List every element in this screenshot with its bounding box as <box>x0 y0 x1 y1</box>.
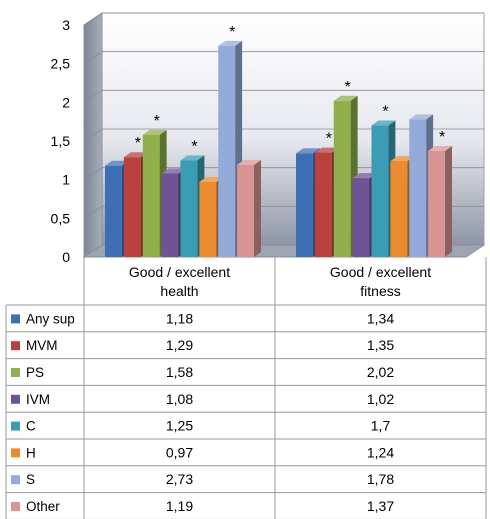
gridline-side <box>83 51 103 64</box>
bar-top <box>296 148 320 154</box>
bar-front <box>352 178 370 257</box>
bar-front <box>180 160 198 257</box>
legend-label: Any sup <box>26 311 75 326</box>
y-tick-label: 1,5 <box>51 133 71 149</box>
significance-marker: * <box>345 79 351 96</box>
bar-top <box>352 173 377 179</box>
bar-top <box>218 40 243 46</box>
bar-top <box>199 176 224 182</box>
bar-top <box>371 120 396 126</box>
data-label: 1,25 <box>166 418 193 434</box>
data-label: 1,19 <box>166 498 193 514</box>
data-label: 1,02 <box>367 391 394 407</box>
bar-top <box>409 114 434 120</box>
legend-label: H <box>26 445 36 460</box>
bar-top <box>428 146 452 152</box>
bar-front <box>428 151 445 257</box>
gridline-side <box>83 128 103 142</box>
data-label: 1,7 <box>371 418 391 434</box>
significance-marker: * <box>191 138 197 155</box>
legend-label: MVM <box>26 338 58 353</box>
data-label: 1,37 <box>367 498 394 514</box>
gridline-side <box>83 167 103 180</box>
significance-marker: * <box>154 113 160 130</box>
y-tick-label: 1 <box>62 172 70 188</box>
bar-top <box>390 156 415 162</box>
bar-top <box>333 95 358 101</box>
data-label: 1,78 <box>367 471 394 487</box>
bar-front <box>161 173 179 257</box>
legend-swatch <box>11 475 20 485</box>
plot-area: 0 0,5 1 1,5 2 2,5 3 * * * * * * * * <box>51 12 486 265</box>
significance-marker: * <box>439 129 445 146</box>
bar-top <box>123 152 148 158</box>
significance-marker: * <box>326 131 332 148</box>
legend-swatch <box>11 314 20 324</box>
bar-side <box>254 159 261 257</box>
data-label: 2,73 <box>166 471 193 487</box>
x-tick-label: fitness <box>360 283 400 299</box>
legend-swatch <box>11 502 20 511</box>
bar <box>218 40 243 257</box>
legend-swatch <box>11 421 20 431</box>
significance-marker: * <box>382 104 388 121</box>
data-label: 1,34 <box>367 310 394 326</box>
gridline-side <box>83 90 103 103</box>
x-tick-label: Good / excellent <box>129 264 230 280</box>
data-label: 1,58 <box>166 364 193 380</box>
bar <box>237 159 261 257</box>
bar-side <box>445 146 452 257</box>
y-tick-label: 0,5 <box>51 210 71 226</box>
data-label: 1,08 <box>166 391 193 407</box>
x-tick-label: Good / excellent <box>330 264 431 280</box>
bar-top <box>237 159 261 165</box>
legend-label: PS <box>26 365 44 380</box>
legend-swatch <box>11 341 20 351</box>
legend-swatch <box>11 448 20 458</box>
legend-label: C <box>26 419 36 434</box>
bar-front <box>237 164 254 257</box>
data-label: 1,35 <box>367 337 394 353</box>
data-label: 1,24 <box>367 444 394 460</box>
bar-front <box>314 152 332 257</box>
bar-front <box>123 157 141 257</box>
data-label: 1,18 <box>166 310 193 326</box>
legend-swatch <box>11 368 20 377</box>
y-tick-label: 2,5 <box>51 56 71 72</box>
bar-front <box>296 153 313 257</box>
y-tick-label: 0 <box>62 249 70 265</box>
bar-front <box>105 165 122 257</box>
data-label: 1,29 <box>166 337 193 353</box>
bar-top <box>105 160 129 166</box>
legend-label: IVM <box>26 392 50 407</box>
bar-front <box>333 100 351 257</box>
bar <box>428 146 452 257</box>
bar-front <box>199 181 217 257</box>
x-tick-label: health <box>160 283 198 299</box>
y-tick-label: 3 <box>62 17 70 33</box>
legend-label: S <box>26 472 35 487</box>
y-tick-label: 2 <box>62 94 70 110</box>
legend-swatch <box>11 394 20 404</box>
gridline-side <box>83 206 103 219</box>
bar-top <box>180 155 205 161</box>
gridline-side <box>83 12 103 26</box>
legend-label: Other <box>26 499 60 514</box>
bar-front <box>390 161 408 257</box>
significance-marker: * <box>135 135 141 152</box>
bar-top <box>142 129 167 135</box>
bar-front <box>409 119 427 257</box>
bar-top <box>314 147 339 153</box>
bar-front <box>142 134 160 257</box>
bar-top <box>161 168 186 174</box>
significance-marker: * <box>229 24 235 41</box>
data-label: 2,02 <box>367 364 394 380</box>
data-label: 0,97 <box>166 444 193 460</box>
data-table: Good / excellent health Good / excellent fi… <box>5 257 487 519</box>
bar-front <box>371 125 389 258</box>
bar-front <box>218 45 236 257</box>
